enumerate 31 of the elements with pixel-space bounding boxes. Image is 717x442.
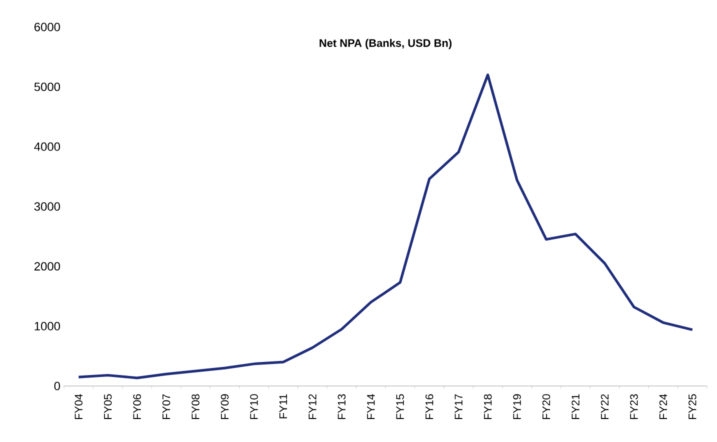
x-tick-label: FY05 [104,394,112,420]
x-tick-label: FY24 [659,394,667,420]
y-tick-label: 5000 [34,82,60,92]
x-tick-label: FY09 [220,394,229,420]
y-tick-label: 0 [54,382,60,390]
x-tick-label: FY04 [74,394,82,420]
x-tick-label: FY25 [688,394,696,420]
x-tick-label: FY11 [279,394,287,418]
line-series [77,74,694,380]
x-tick-label: FY22 [600,394,609,420]
x-tick-label: FY06 [133,394,141,420]
x-tick-label: FY23 [630,394,638,420]
y-tick-label: 6000 [34,22,60,32]
text: Net NPA (Banks, USD Bn) [320,38,452,50]
x-tick-label: FY16 [425,394,434,420]
y-tick-label: 1000 [34,322,60,330]
x-tick-label: FY14 [367,394,375,420]
x-tick-label: FY15 [396,394,404,420]
x-tick-label: FY13 [338,394,346,420]
x-tick-label: FY10 [250,394,258,420]
x-tick-label: FY21 [572,394,580,420]
x-tick-label: FY20 [542,394,550,420]
x-tick-label: FY18 [484,394,492,420]
x-tick-label: FY08 [192,394,200,420]
x-tick-label: FY17 [454,394,462,420]
x-tick-label: FY19 [513,394,521,420]
y-tick-label: 2000 [34,262,60,271]
y-tick-label: 4000 [34,142,60,151]
x-tick-label: FY07 [162,394,170,420]
y-tick-label: 3000 [34,202,60,211]
x-tick-label: FY12 [308,394,316,420]
